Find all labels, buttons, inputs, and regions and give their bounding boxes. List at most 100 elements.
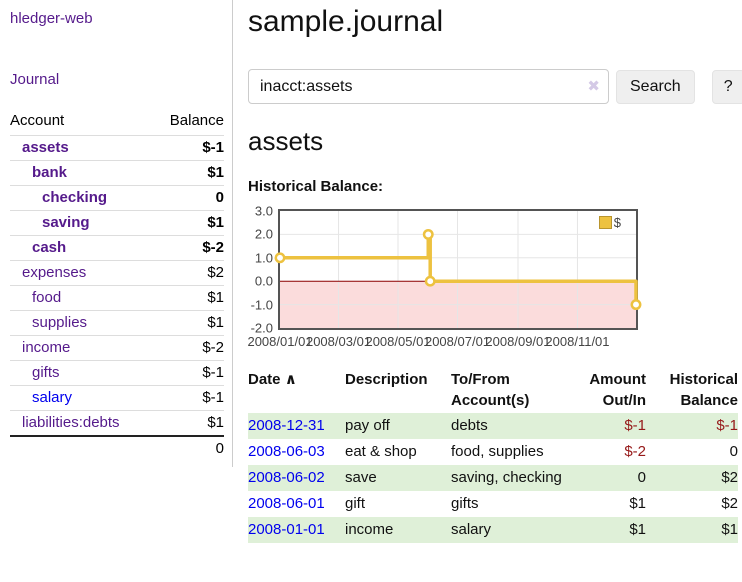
account-link[interactable]: supplies (32, 314, 88, 331)
account-row: expenses $2 (10, 260, 224, 286)
transaction-description: gift (345, 495, 366, 512)
account-row: supplies $1 (10, 310, 224, 336)
transaction-description: eat & shop (345, 443, 417, 460)
transaction-accounts: saving, checking (451, 465, 576, 491)
transaction-description: income (345, 517, 451, 543)
chart-title: Historical Balance: (248, 178, 384, 195)
legend-label: $ (613, 215, 621, 230)
account-row: liabilities:debts $1 (10, 410, 224, 436)
transaction-accounts: food, supplies (451, 443, 544, 460)
account-balance: 0 (153, 185, 224, 211)
account-balance: $1 (153, 160, 224, 186)
legend-swatch-icon (598, 216, 612, 229)
search-input[interactable] (248, 69, 609, 104)
accounts-header-balance: Balance (169, 112, 224, 129)
account-link[interactable]: liabilities:debts (22, 414, 120, 431)
account-row: checking 0 (10, 185, 224, 211)
account-balance: $1 (153, 310, 224, 336)
chart-legend: $ (598, 215, 621, 230)
account-balance: $-1 (153, 360, 224, 386)
register-row: 2008-06-02 save saving, checking 0 $2 (248, 465, 738, 491)
transaction-date-link[interactable]: 2008-12-31 (248, 417, 325, 434)
transaction-date-link[interactable]: 2008-06-03 (248, 443, 325, 460)
transaction-balance: 0 (729, 443, 738, 460)
transaction-date-link[interactable]: 2008-06-02 (248, 469, 325, 486)
account-row: bank $1 (10, 160, 224, 186)
account-balance: $1 (153, 410, 224, 436)
account-balance: $2 (153, 260, 224, 286)
account-link[interactable]: income (22, 339, 71, 356)
account-row: saving $1 (10, 210, 224, 236)
chart-y-axis: 3.0 2.0 1.0 0.0 -1.0 -2.0 (248, 204, 278, 336)
y-tick-label: -1.0 (250, 297, 273, 313)
account-balance: $1 (153, 285, 224, 311)
transaction-amount: $1 (576, 517, 646, 543)
accounts-total-value: 0 (153, 435, 224, 461)
y-tick-label: 3.0 (254, 203, 273, 219)
transaction-accounts: salary (451, 517, 576, 543)
transaction-accounts: gifts (451, 495, 479, 512)
search-box: ✖ (248, 69, 609, 104)
account-row: income $-2 (10, 335, 224, 361)
account-link[interactable]: food (32, 289, 62, 306)
transaction-amount: 0 (576, 465, 646, 491)
register-header-description: Description (345, 371, 428, 388)
chart-plot-area: $ (274, 209, 642, 330)
account-link[interactable]: gifts (32, 364, 60, 381)
y-tick-label: 2.0 (254, 226, 273, 242)
register-row: 2008-06-01 gift gifts $1 $2 (248, 491, 738, 517)
accounts-table: Account Balance assets $-1 bank $1 checking 0… (10, 109, 224, 461)
x-tick-label: 2008/09/01 (485, 334, 551, 349)
accounts-total-row: 0 (10, 435, 224, 461)
register-row: 2008-01-01 income salary $1 $1 (248, 517, 738, 543)
register-row: 2008-12-31 pay off debts $-1 $-1 (248, 413, 738, 439)
search-button[interactable]: Search (616, 69, 695, 104)
transaction-date-link[interactable]: 2008-01-01 (248, 521, 325, 538)
x-tick-label: 2008/07/01 (424, 334, 491, 349)
account-balance: $-2 (153, 235, 224, 261)
clear-search-icon[interactable]: ✖ (587, 78, 600, 95)
chart-series-svg (274, 211, 642, 328)
register-header-date[interactable]: Date ∧ (248, 371, 297, 388)
account-link[interactable]: expenses (22, 264, 87, 281)
transaction-amount: $-2 (624, 443, 646, 460)
transaction-balance: $1 (646, 517, 738, 543)
chart-x-axis: 2008/01/01 2008/03/01 2008/05/01 2008/07/01… (247, 332, 638, 350)
register-header-balance: Historical Balance (669, 371, 738, 409)
account-link[interactable]: saving (42, 214, 90, 231)
transaction-description: save (345, 465, 451, 491)
transaction-amount: $1 (629, 495, 646, 512)
sidebar-item-journal[interactable]: Journal (10, 71, 60, 88)
transaction-accounts: debts (451, 413, 576, 439)
account-link[interactable]: bank (32, 164, 68, 181)
sort-ascending-icon: ∧ (284, 371, 297, 388)
accounts-header-account: Account (10, 112, 65, 129)
x-tick-label: 2008/05/01 (365, 334, 431, 349)
y-tick-label: 1.0 (254, 250, 273, 266)
account-row: salary $-1 (10, 385, 224, 411)
account-row: cash $-2 (10, 235, 224, 261)
account-link[interactable]: cash (32, 239, 67, 256)
transaction-balance: $2 (646, 465, 738, 491)
account-link[interactable]: assets (22, 139, 69, 156)
y-tick-label: 0.0 (254, 273, 273, 289)
x-tick-label: 2008/11/01 (545, 334, 610, 349)
register-row: 2008-06-03 eat & shop food, supplies $-2 0 (248, 439, 738, 465)
transaction-amount: $-1 (576, 413, 646, 439)
register-header-accounts: To/From Account(s) (451, 371, 530, 409)
brand-link[interactable]: hledger-web (10, 10, 93, 27)
sidebar: hledger-web Journal Account Balance asse… (0, 0, 233, 467)
register-table: Date ∧ Description To/From Account(s) Am… (248, 367, 738, 543)
account-link[interactable]: salary (32, 389, 73, 406)
x-tick-label: 2008/03/01 (305, 334, 372, 349)
transaction-date-link[interactable]: 2008-06-01 (248, 495, 325, 512)
account-balance: $-2 (153, 335, 224, 361)
account-link[interactable]: checking (42, 189, 108, 206)
page-title: sample.journal (248, 5, 444, 38)
app-root: hledger-web Journal Account Balance asse… (0, 0, 742, 543)
account-row: assets $-1 (10, 135, 224, 161)
y-tick-label: -2.0 (250, 320, 273, 336)
transaction-description: pay off (345, 413, 451, 439)
register-header-amount: Amount Out/In (589, 371, 646, 409)
help-button[interactable]: ? (711, 69, 742, 104)
